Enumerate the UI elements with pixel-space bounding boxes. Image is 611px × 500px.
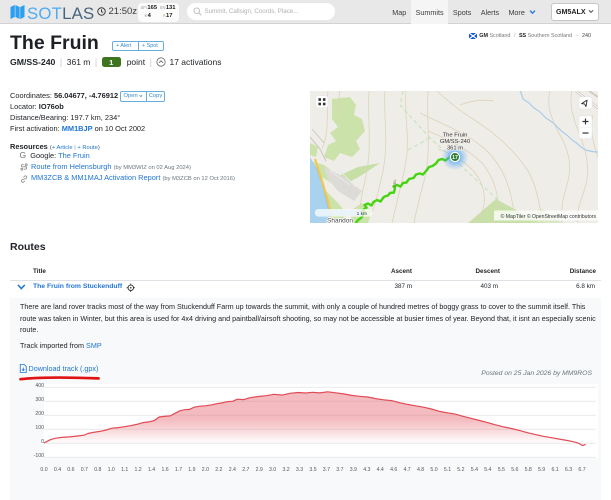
svg-text:1 km: 1 km (357, 211, 367, 217)
svg-text:361 m: 361 m (447, 146, 463, 152)
svg-text:RBL: RBL (392, 178, 397, 187)
svg-text:The Fruin: The Fruin (443, 133, 468, 139)
svg-text:GM/SS-240: GM/SS-240 (440, 139, 470, 145)
svg-text:© MapTiler © OpenStreetMap con: © MapTiler © OpenStreetMap contributors (501, 213, 597, 220)
svg-text:Shandon: Shandon (327, 218, 353, 224)
svg-text:17: 17 (452, 155, 458, 161)
